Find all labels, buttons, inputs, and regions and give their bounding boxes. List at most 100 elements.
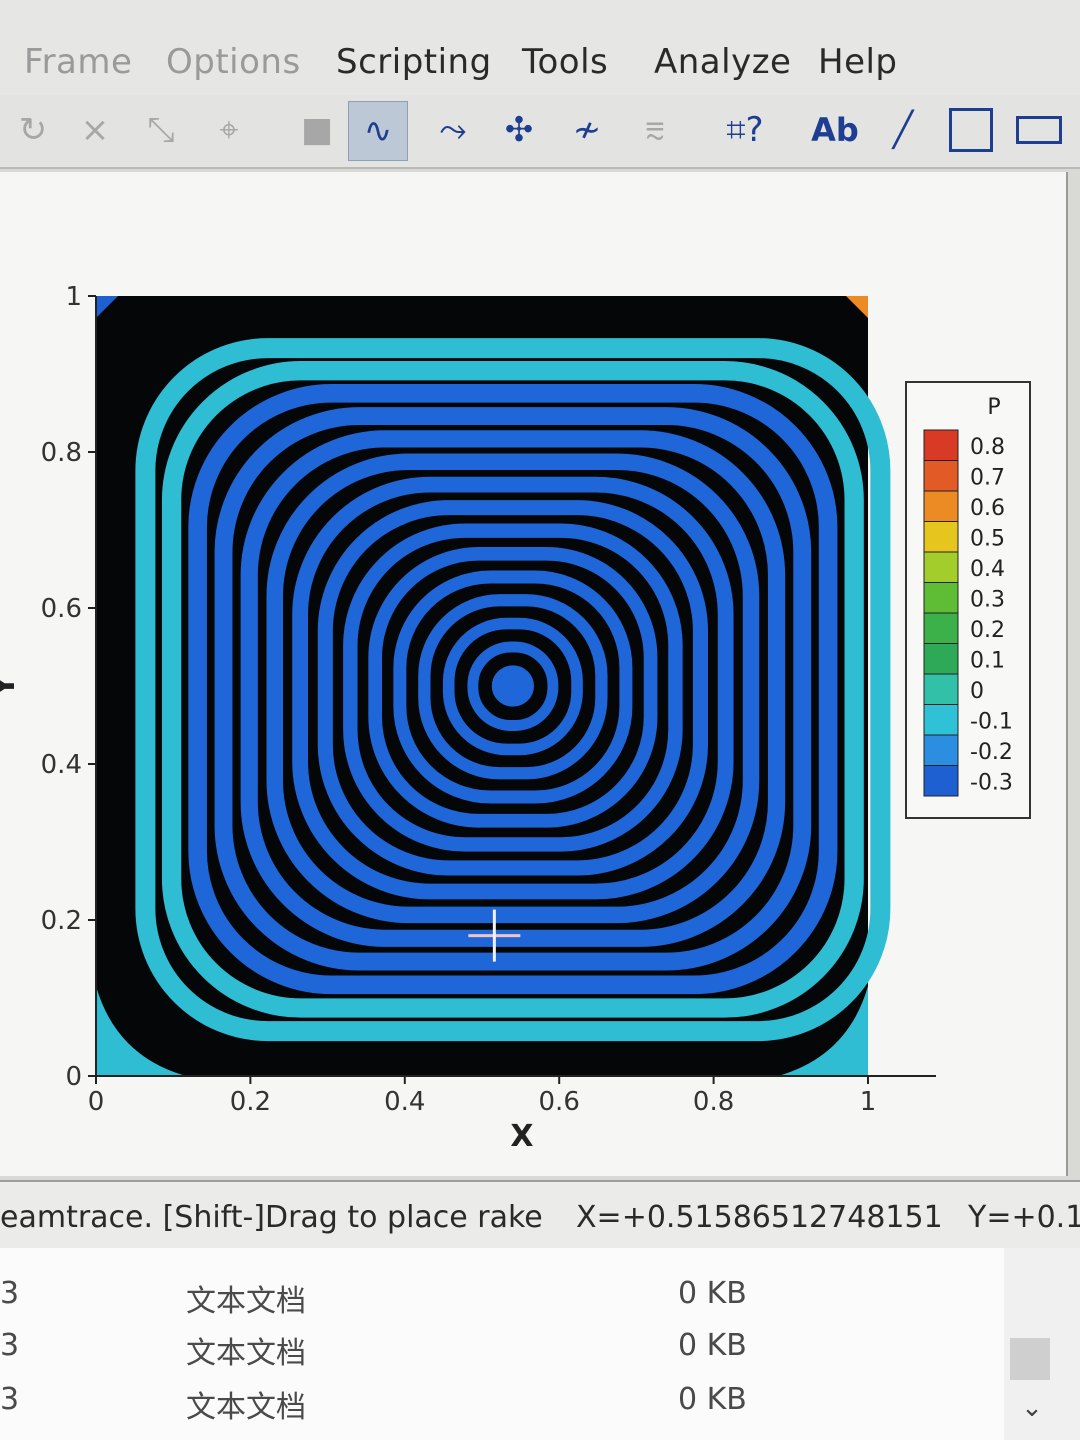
streamline-band	[240, 430, 786, 947]
legend-label: 0	[970, 679, 984, 704]
file-name-fragment: 3	[0, 1276, 20, 1311]
square-tool-icon[interactable]	[942, 101, 1000, 159]
legend-label: 0.6	[970, 496, 1005, 521]
y-tick-label: 0.8	[41, 438, 82, 468]
legend-swatch	[923, 551, 959, 583]
zoom-xy-icon[interactable]: ⨯	[80, 110, 110, 150]
y-tick-label: 0	[65, 1062, 82, 1092]
probe-help-icon[interactable]: ⌗?	[726, 110, 764, 150]
text-tool-icon[interactable]: Ab	[811, 111, 859, 149]
file-list: 3 文本文档 0 KB 3 文本文档 0 KB 3 文本文档 0 KB ⌄	[0, 1248, 1080, 1440]
streamline-band	[188, 384, 838, 995]
menu-help[interactable]: Help	[818, 42, 898, 82]
scroll-thumb[interactable]	[1010, 1338, 1050, 1380]
menu-tools[interactable]: Tools	[522, 42, 609, 82]
file-type: 文本文档	[186, 1284, 306, 1319]
y-tick-label: 0.2	[41, 906, 82, 936]
rectangle-tool-icon[interactable]	[1010, 101, 1068, 159]
vortex-center	[500, 674, 525, 698]
file-name-fragment: 3	[0, 1382, 20, 1417]
x-tick-label: 0.8	[693, 1087, 734, 1117]
legend-swatch	[923, 734, 959, 766]
legend-label: 0.3	[970, 588, 1005, 613]
translate-icon[interactable]: ⤡	[147, 110, 175, 150]
scrollbar[interactable]: ⌄	[1004, 1248, 1080, 1440]
extract-icon[interactable]: ≁	[572, 110, 602, 150]
legend-label: 0.1	[970, 649, 1005, 674]
toolbar: ↻ ⨯ ⤡ ⌖ ■ ∿ ⤳ ✣ ≁ ⩳ ⌗? Ab ╱	[0, 95, 1080, 169]
legend: P 0.8 0.7 0.6 0.5 0.4 0.3 0.2 0.1 0 -0.1 -0.2 -0.3	[905, 381, 1031, 819]
y-tick-label: 0.4	[41, 750, 82, 780]
legend-label: 0.4	[970, 557, 1005, 582]
file-type: 文本文档	[186, 1336, 306, 1371]
corner-contour-bottom-left	[96, 986, 186, 1076]
legend-label: 0.8	[970, 435, 1005, 460]
legend-swatch	[923, 643, 959, 675]
list-item[interactable]: 3 文本文档 0 KB	[0, 1268, 1000, 1320]
x-tick-label: 1	[860, 1087, 877, 1117]
x-tick-label: 0.4	[384, 1087, 425, 1117]
streamline-band	[343, 523, 683, 852]
streamtrace-rake-icon[interactable]: ⤳	[439, 110, 467, 150]
probe-icon[interactable]: ⌖	[219, 110, 239, 150]
x-axis-title: X	[510, 1119, 533, 1154]
legend-swatch	[923, 704, 959, 736]
list-item[interactable]: 3 文本文档 0 KB	[0, 1374, 1000, 1426]
menu-scripting[interactable]: Scripting	[336, 42, 492, 82]
streamline-band	[292, 476, 734, 900]
redraw-icon[interactable]: ↻	[18, 110, 48, 150]
file-size: 0 KB	[678, 1328, 747, 1363]
legend-label: 0.5	[970, 527, 1005, 552]
legend-title: P	[987, 395, 1000, 420]
streamline-band	[135, 338, 891, 1042]
slice-icon[interactable]: ⩳	[645, 110, 665, 150]
y-tick-label: 0.6	[41, 594, 82, 624]
x-tick-label: 0.6	[539, 1087, 580, 1117]
list-item[interactable]: 3 文本文档 0 KB	[0, 1320, 1000, 1372]
streamline-band	[418, 594, 608, 780]
file-name-fragment: 3	[0, 1328, 20, 1363]
streamline-band	[442, 617, 583, 756]
legend-label: -0.2	[970, 740, 1013, 765]
legend-swatch	[923, 490, 959, 522]
status-bar: eamtrace. [Shift-]Drag to place rake X=+…	[0, 1180, 1080, 1250]
menu-options[interactable]: Options	[166, 42, 301, 82]
legend-swatch	[923, 429, 959, 461]
axes: 0 0.2 0.4 0.6 0.8 1 0 0.2 0.4 0.6 0.8 1 X Y	[0, 282, 936, 1154]
corner-contour-bottom-right	[778, 986, 868, 1076]
file-size: 0 KB	[678, 1382, 747, 1417]
legend-label: 0.7	[970, 466, 1005, 491]
line-tool-icon[interactable]: ╱	[892, 110, 914, 150]
legend-swatch	[923, 673, 959, 705]
streamline-band	[266, 453, 760, 924]
x-coordinate-readout: X=+0.51586512748151	[576, 1200, 943, 1235]
y-tick-label: 1	[65, 282, 82, 312]
streamtrace-icon[interactable]: ∿	[348, 101, 408, 161]
streamline-band	[317, 500, 709, 876]
menu-analyze[interactable]: Analyze	[654, 42, 792, 82]
legend-swatch	[923, 612, 959, 644]
contour-plot[interactable]: 0 0.2 0.4 0.6 0.8 1 0 0.2 0.4 0.6 0.8 1 X Y P 0.8 0.7 0.…	[0, 172, 1066, 1176]
legend-label: -0.1	[970, 710, 1013, 735]
menu-frame[interactable]: Frame	[24, 42, 133, 82]
y-coordinate-readout: Y=+0.1	[968, 1200, 1080, 1235]
x-tick-label: 0.2	[230, 1087, 271, 1117]
contour-select-icon[interactable]: ■	[300, 110, 334, 150]
add-zone-icon[interactable]: ✣	[504, 110, 534, 150]
legend-label: 0.2	[970, 618, 1005, 643]
streamline-band	[214, 407, 812, 971]
streamline-band	[467, 641, 559, 731]
chevron-down-icon[interactable]: ⌄	[1021, 1393, 1043, 1423]
legend-swatch	[923, 582, 959, 614]
legend-swatch	[923, 765, 959, 797]
streamline-band	[161, 361, 864, 1018]
file-type: 文本文档	[186, 1390, 306, 1425]
plot-area[interactable]	[96, 296, 891, 1076]
legend-swatch	[923, 521, 959, 553]
legend-label: -0.3	[970, 771, 1013, 796]
corner-contour-top-right	[846, 296, 868, 318]
plot-frame[interactable]: 0 0.2 0.4 0.6 0.8 1 0 0.2 0.4 0.6 0.8 1 X Y P 0.8 0.7 0.…	[0, 172, 1068, 1176]
streamline-band	[368, 546, 658, 828]
x-tick-label: 0	[88, 1087, 105, 1117]
legend-swatch	[923, 460, 959, 492]
